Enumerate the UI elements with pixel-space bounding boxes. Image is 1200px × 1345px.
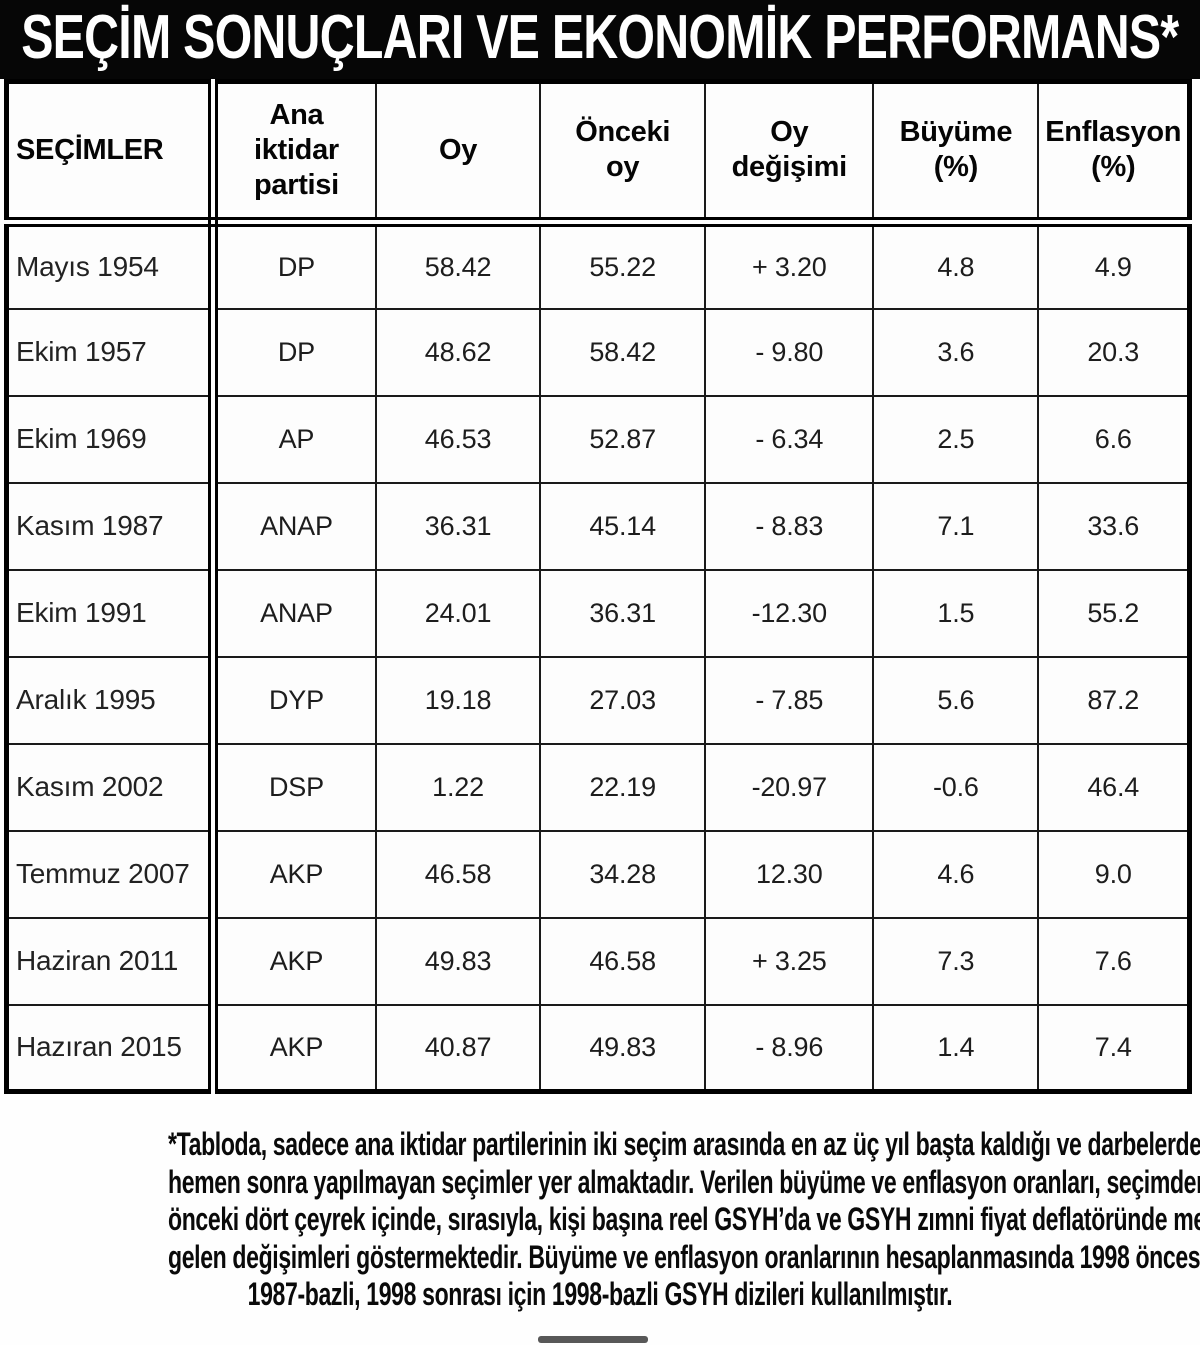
cell-growth: 2.5 [872, 394, 1040, 484]
cell-growth: 7.1 [872, 481, 1040, 571]
cell-growth: 1.4 [872, 1003, 1040, 1093]
cell-growth: 4.8 [872, 220, 1040, 310]
col-header-inflation: Enflasyon (%) [1037, 80, 1191, 227]
cell-prev-vote: 46.58 [539, 916, 707, 1006]
table-row: Kasım 2002 DSP 1.22 22.19 -20.97 -0.6 46… [5, 742, 1191, 832]
cell-party: DSP [211, 742, 377, 832]
cell-vote: 19.18 [374, 655, 542, 745]
table-row: Ekim 1991 ANAP 24.01 36.31 -12.30 1.5 55… [5, 568, 1191, 658]
col-header-growth: Büyüme (%) [872, 80, 1040, 227]
cell-inflation: 6.6 [1037, 394, 1191, 484]
cell-vote: 48.62 [374, 307, 542, 397]
cell-party: DYP [211, 655, 377, 745]
cell-vote: 1.22 [374, 742, 542, 832]
cell-vote: 58.42 [374, 220, 542, 310]
table-row: Mayıs 1954 DP 58.42 55.22 + 3.20 4.8 4.9 [5, 220, 1191, 310]
cell-election: Temmuz 2007 [5, 829, 218, 919]
cell-vote-change: - 8.83 [704, 481, 875, 571]
cell-inflation: 46.4 [1037, 742, 1191, 832]
cell-vote: 24.01 [374, 568, 542, 658]
cell-vote-change: + 3.20 [704, 220, 875, 310]
cell-vote: 46.58 [374, 829, 542, 919]
footnote: *Tabloda, sadece ana iktidar partilerini… [0, 1126, 1200, 1314]
cell-prev-vote: 52.87 [539, 394, 707, 484]
cell-election: Ekim 1991 [5, 568, 218, 658]
table-row: Ekim 1957 DP 48.62 58.42 - 9.80 3.6 20.3 [5, 307, 1191, 397]
cell-prev-vote: 22.19 [539, 742, 707, 832]
cell-inflation: 20.3 [1037, 307, 1191, 397]
col-header-prev-vote: Önceki oy [539, 80, 707, 227]
cell-election: Aralık 1995 [5, 655, 218, 745]
cell-inflation: 7.4 [1037, 1003, 1191, 1093]
header-row: SEÇİMLER Ana iktidar partisi Oy Önceki o… [5, 80, 1191, 227]
cell-inflation: 4.9 [1037, 220, 1191, 310]
cell-growth: 4.6 [872, 829, 1040, 919]
cell-inflation: 87.2 [1037, 655, 1191, 745]
col-header-vote: Oy [374, 80, 542, 227]
cell-vote: 40.87 [374, 1003, 542, 1093]
cell-vote: 49.83 [374, 916, 542, 1006]
cell-prev-vote: 45.14 [539, 481, 707, 571]
cell-election: Hazıran 2015 [5, 1003, 218, 1093]
cell-growth: 3.6 [872, 307, 1040, 397]
cell-party: DP [211, 220, 377, 310]
table-row: Kasım 1987 ANAP 36.31 45.14 - 8.83 7.1 3… [5, 481, 1191, 571]
cell-vote: 36.31 [374, 481, 542, 571]
cell-party: AKP [211, 1003, 377, 1093]
cell-election: Kasım 1987 [5, 481, 218, 571]
cell-party: AKP [211, 916, 377, 1006]
cell-inflation: 33.6 [1037, 481, 1191, 571]
cell-vote-change: - 8.96 [704, 1003, 875, 1093]
cell-prev-vote: 49.83 [539, 1003, 707, 1093]
cell-party: AKP [211, 829, 377, 919]
cell-vote-change: - 6.34 [704, 394, 875, 484]
cell-inflation: 9.0 [1037, 829, 1191, 919]
table-row: Temmuz 2007 AKP 46.58 34.28 12.30 4.6 9.… [5, 829, 1191, 919]
cell-prev-vote: 36.31 [539, 568, 707, 658]
footnote-line: *Tabloda, sadece ana iktidar partilerini… [167, 1126, 1200, 1162]
cell-prev-vote: 34.28 [539, 829, 707, 919]
table-row: Ekim 1969 AP 46.53 52.87 - 6.34 2.5 6.6 [5, 394, 1191, 484]
cell-growth: 1.5 [872, 568, 1040, 658]
cell-election: Kasım 2002 [5, 742, 218, 832]
cell-prev-vote: 58.42 [539, 307, 707, 397]
cell-election: Haziran 2011 [5, 916, 218, 1006]
cell-election: Ekim 1969 [5, 394, 218, 484]
page-title: SEÇİM SONUÇLARI VE EKONOMİK PERFORMANS* [21, 3, 1179, 72]
cell-inflation: 55.2 [1037, 568, 1191, 658]
cell-vote-change: - 7.85 [704, 655, 875, 745]
cell-party: DP [211, 307, 377, 397]
cell-prev-vote: 55.22 [539, 220, 707, 310]
cell-vote-change: 12.30 [704, 829, 875, 919]
footnote-line: önceki dört çeyrek içinde, sırasıyla, ki… [167, 1201, 1200, 1237]
cell-growth: -0.6 [872, 742, 1040, 832]
scan-artifact [538, 1336, 648, 1343]
col-header-ruling-party: Ana iktidar partisi [211, 80, 377, 227]
col-header-vote-change: Oy değişimi [704, 80, 875, 227]
cell-vote-change: -20.97 [704, 742, 875, 832]
footnote-line: gelen değişimleri göstermektedir. Büyüme… [167, 1238, 1200, 1275]
cell-election: Mayıs 1954 [5, 220, 218, 310]
footnote-line: 1987-bazli, 1998 sonrası için 1998-bazli… [247, 1276, 953, 1312]
cell-prev-vote: 27.03 [539, 655, 707, 745]
cell-vote-change: - 9.80 [704, 307, 875, 397]
title-banner: SEÇİM SONUÇLARI VE EKONOMİK PERFORMANS* [0, 0, 1200, 79]
cell-vote-change: + 3.25 [704, 916, 875, 1006]
cell-inflation: 7.6 [1037, 916, 1191, 1006]
cell-party: ANAP [211, 481, 377, 571]
cell-party: ANAP [211, 568, 377, 658]
table-row: Aralık 1995 DYP 19.18 27.03 - 7.85 5.6 8… [5, 655, 1191, 745]
footnote-line: hemen sonra yapılmayan seçimler yer alma… [167, 1163, 1200, 1200]
cell-vote: 46.53 [374, 394, 542, 484]
col-header-elections: SEÇİMLER [5, 80, 218, 227]
results-table: SEÇİMLER Ana iktidar partisi Oy Önceki o… [4, 79, 1192, 1094]
cell-vote-change: -12.30 [704, 568, 875, 658]
cell-party: AP [211, 394, 377, 484]
cell-election: Ekim 1957 [5, 307, 218, 397]
cell-growth: 7.3 [872, 916, 1040, 1006]
cell-growth: 5.6 [872, 655, 1040, 745]
table-row: Haziran 2011 AKP 49.83 46.58 + 3.25 7.3 … [5, 916, 1191, 1006]
table-row: Hazıran 2015 AKP 40.87 49.83 - 8.96 1.4 … [5, 1003, 1191, 1093]
